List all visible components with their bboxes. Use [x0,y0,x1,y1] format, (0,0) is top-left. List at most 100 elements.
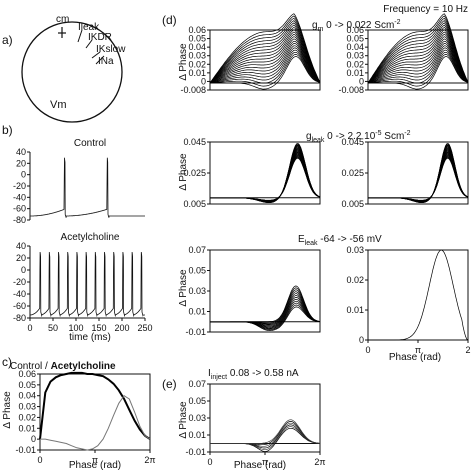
d-gm-right-ytick-label: 0.01 [346,68,364,78]
d-gm-left-curve [209,22,321,84]
cell-diagram: Vm cm Ileak IKDR IKslow INa [21,14,126,123]
d-gm-right-curve [367,40,469,84]
b-ach-xtick-label: 100 [68,323,83,333]
d-gleak-right-curve [368,142,469,204]
d-eleak-right-plot: 0.03 0.02 0.01 00 π 2 [346,245,470,355]
iinject-param-label: Iinject 0.08 -> 0.58 nA [208,368,299,381]
d-gm-left-ytick-label: 0.06 [188,25,206,35]
e-plot: 0.07 0.05 0.03 0.01 -0.010 π 2π [185,379,325,467]
ileak-label: Ileak [78,22,100,33]
d-gm-right-ytick-label: 0.03 [346,51,364,61]
e-xtick-label: 0 [207,457,212,467]
d-gm-right-frame [367,29,469,91]
d-gm-right-ytick-label: 0.05 [346,34,364,44]
d-gm-right-curve [367,22,469,84]
d-gm-left-curve [209,43,321,84]
d-gm-left-curve [209,17,321,84]
e-xtick-label: π [262,457,268,467]
d-gm-left-curve [209,26,321,84]
e-xtick-label: 2π [314,457,325,467]
d-gm-right-curve [367,15,469,84]
b-control-ytick-label: 0 [21,170,26,180]
d-gm-left-curve [209,38,321,84]
b-control-ytick-label: 40 [16,147,26,157]
ileak-arrow [77,29,83,43]
e-ytick-label: -0.01 [185,447,206,457]
c-ytick-label: 0.06 [18,369,36,379]
c-xtick-label: 0 [37,455,42,465]
c-series-acetylcholine [40,395,151,451]
d-gm-right-curve [367,17,469,84]
d-gleak-left-ytick-label: 0.005 [183,199,206,209]
cm-label: cm [56,14,69,25]
d-gm-right-curve [367,13,469,84]
d-eleak-right-xtick-label: 0 [365,345,370,355]
d-gm-left-curve [209,13,321,84]
e-frame [209,383,321,453]
d-gleak-left-plot: 0.045 0.025 0.005 [183,137,321,209]
d-gleak-right-ytick-label: 0.025 [341,168,364,178]
d-eleak-ylabel: Δ Phase [178,269,189,307]
b-control-ytick-label: -80 [13,215,26,225]
d-gm-right-curve [367,45,469,84]
d-gm-left-curve [209,47,321,84]
d-gleak-left-frame [209,141,321,205]
c-ytick-label: 0.02 [18,412,36,422]
d-eleak-right-ytick-label: 0 [359,335,364,345]
d-eleak-left-ytick-label: 0.07 [188,245,206,255]
c-xlabel: Phase (rad) [69,460,121,471]
d-eleak-right-xtick-label: 2 [465,345,470,355]
d-gleak-left-curve [210,143,321,203]
d-eleak-left-frame [209,249,321,333]
d-gleak-left-ytick-label: 0.025 [183,168,206,178]
e-ytick-label: 0.07 [188,379,206,389]
d-gm-left-curve [209,24,321,84]
b-control-ytick-label: -20 [13,181,26,191]
d-gm-left-curve [209,36,321,84]
d-eleak-left-plot: 0.07 0.05 0.03 0.01 -0.01 [185,245,321,337]
e-ytick-label: 0.03 [188,413,206,423]
eleak-param-label: Eleak -64 -> -56 mV [298,234,382,247]
d-gm-right-curve [367,49,469,84]
d-gm-right-curve [367,43,469,84]
c-ytick-label: 0.03 [18,402,36,412]
panel-label-d: (d) [162,13,177,27]
b-ach-ytick-label: -40 [13,289,26,299]
b-control-ytick-label: 20 [16,158,26,168]
d-gm-right-curve [367,29,469,84]
panel-label-c: c) [2,355,12,369]
d-gm-right-curve [367,24,469,84]
d-gm-left-ytick-label: 0.03 [188,51,206,61]
d-gleak-left-curve [210,144,321,203]
d-eleak-right-xtick-label: π [415,345,421,355]
ikdr-arrow [85,39,93,49]
d-eleak-right-ytick-label: 0.03 [346,245,364,255]
d-eleak-xlabel: Phase (rad) [389,352,441,363]
d-eleak-left-ytick-label: 0.03 [188,286,206,296]
panel-label-e: (e) [162,377,177,391]
d-gm-left-curve [209,33,321,84]
e-curve [210,421,321,446]
d-gleak-right-plot: 0.045 0.025 0.005 [341,137,469,209]
c-title: Control / Acetylcholine [10,361,116,372]
d-gm-left-curve [210,56,321,90]
control-title: Control [74,138,106,149]
d-gm-right-curve [367,36,469,84]
b-ach-ytick-label: 20 [16,253,26,263]
d-gleak-right-ytick-label: 0.045 [341,137,364,147]
b-control-ytick-label: -60 [13,204,26,214]
c-ytick-label: 0.01 [18,423,36,433]
d-gm-left-curve [209,49,321,84]
b-ach-ytick-label: 40 [16,241,26,251]
c-series-control [39,371,151,440]
panel-label-a: a) [2,33,13,47]
d-gm-left-ytick-label: 0.04 [188,42,206,52]
d-gm-left-plot: 0.060.050.040.030.020.010-0.008 [180,13,321,95]
d-gleak-left-curve [210,146,321,203]
e-ytick-label: 0.01 [188,430,206,440]
frequency-label: Frequency = 10 Hz [383,4,468,15]
b-ach-xtick-label: 0 [27,323,32,333]
d-gm-left-curve [209,31,321,84]
d-gm-right-ytick-label: 0.04 [346,42,364,52]
